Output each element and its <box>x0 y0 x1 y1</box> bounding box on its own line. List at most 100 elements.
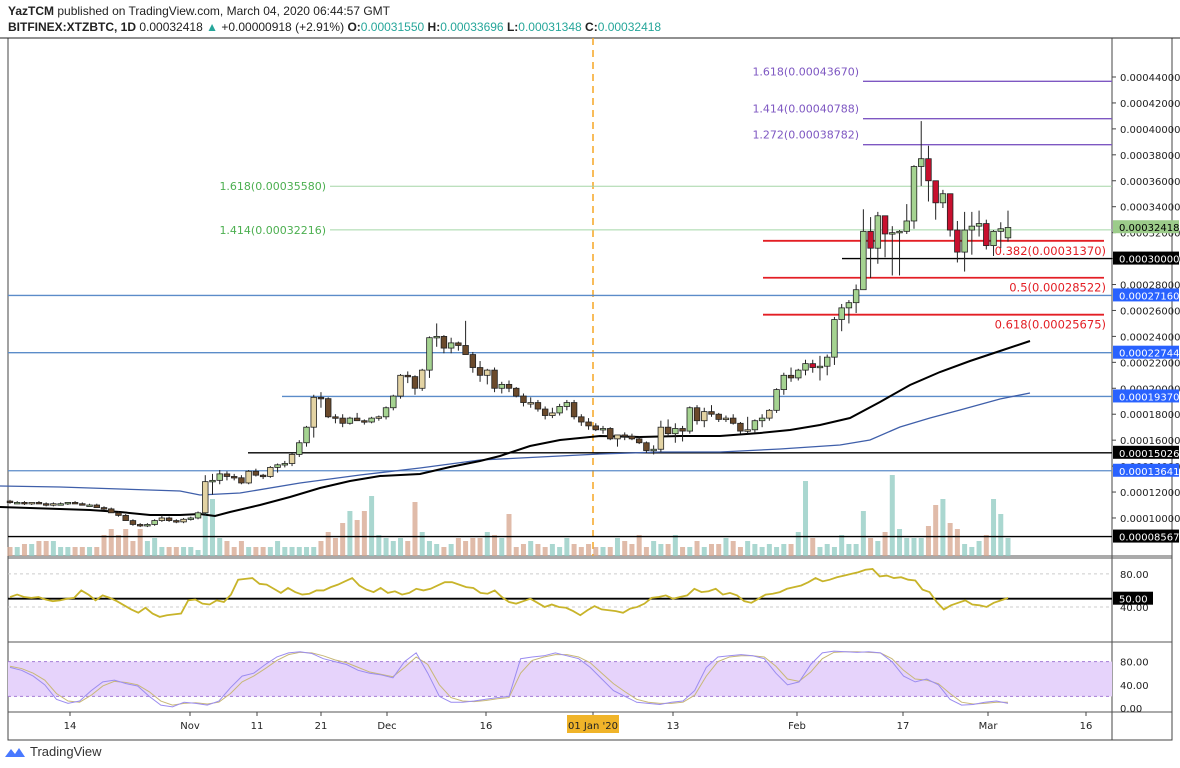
candle <box>614 434 621 440</box>
time-label: 16 <box>1080 721 1093 732</box>
svg-text:0.00012000: 0.00012000 <box>1120 488 1180 499</box>
candle <box>831 319 838 358</box>
svg-text:80.00: 80.00 <box>1120 658 1149 669</box>
symbol-label[interactable]: BITFINEX:XTZBTC, 1D <box>8 20 136 34</box>
price-axis[interactable]: 0.00044000 0.00042000 0.00040000 0.00038000… <box>1112 73 1180 715</box>
symbol-info: BITFINEX:XTZBTC, 1D 0.00032418 ▲ +0.0000… <box>8 20 661 34</box>
candle <box>860 230 867 291</box>
open-label: O: <box>347 20 361 34</box>
candle <box>14 502 21 505</box>
candle <box>462 345 469 355</box>
candle <box>86 504 93 507</box>
candle <box>708 411 715 415</box>
candle <box>809 363 816 368</box>
svg-text:0.00044000: 0.00044000 <box>1120 73 1180 84</box>
candle <box>954 229 961 253</box>
candle <box>961 229 968 253</box>
svg-text:0.00015026: 0.00015026 <box>1119 449 1179 460</box>
candle <box>21 502 28 505</box>
candle <box>758 417 766 422</box>
candle <box>353 417 361 422</box>
candle <box>129 520 137 525</box>
candle <box>209 479 216 483</box>
candle <box>910 166 918 222</box>
candle <box>918 158 925 167</box>
candle <box>122 514 129 521</box>
volume-bars <box>7 475 1011 556</box>
candle <box>238 477 245 484</box>
last-price: 0.00032418 <box>139 20 203 34</box>
candle <box>144 524 151 527</box>
candle <box>766 409 773 419</box>
candle <box>42 503 50 506</box>
svg-text:50.00: 50.00 <box>1119 595 1148 606</box>
svg-text:0.00010000: 0.00010000 <box>1120 514 1180 525</box>
svg-text:0.00034000: 0.00034000 <box>1120 203 1180 214</box>
price-badge <box>1113 463 1179 477</box>
time-axis[interactable]: 14 Nov 11 21 Dec 16 01 Jan '20 13 Feb 17 Mar 16 <box>64 712 1093 733</box>
candle <box>368 417 375 423</box>
price-badge <box>1113 529 1179 543</box>
candle <box>187 517 194 520</box>
candle <box>180 518 187 523</box>
candle <box>411 376 419 389</box>
candle <box>867 230 874 249</box>
svg-text:0.00: 0.00 <box>1120 704 1142 715</box>
price-badge <box>1113 445 1179 459</box>
stoch-rsi-pane <box>8 650 1112 708</box>
candle <box>997 228 1004 232</box>
tradingview-logo[interactable]: TradingView <box>4 744 102 759</box>
candle <box>556 406 563 414</box>
ma-200-line <box>0 392 1031 496</box>
candle <box>79 503 86 506</box>
candle <box>100 507 108 510</box>
candle <box>729 417 737 424</box>
candle <box>701 411 708 422</box>
svg-text:0.00008567: 0.00008567 <box>1119 533 1179 544</box>
svg-text:0.00024000: 0.00024000 <box>1120 332 1180 343</box>
svg-text:0.00040000: 0.00040000 <box>1120 125 1180 136</box>
time-label: 13 <box>667 721 680 732</box>
time-label: 14 <box>64 721 77 732</box>
rsi-pane <box>8 568 1112 618</box>
time-label: 01 Jan '20 <box>568 721 618 732</box>
price-badge <box>1113 251 1179 265</box>
candle <box>650 448 657 452</box>
fib-extension-label: 1.272(0.00038782) <box>752 129 859 142</box>
svg-text:0.00022000: 0.00022000 <box>1120 358 1180 369</box>
price-badge <box>1113 389 1179 403</box>
svg-text:0.00032418: 0.00032418 <box>1119 223 1179 234</box>
fib-extension-label: 1.618(0.00035580) <box>219 180 326 193</box>
candle <box>288 454 296 464</box>
candle <box>744 429 751 432</box>
stoch-k-line <box>9 650 1009 708</box>
candle <box>35 502 43 505</box>
candle <box>657 426 665 450</box>
candle <box>71 502 79 505</box>
candle <box>325 398 332 418</box>
candle <box>158 517 166 521</box>
candle <box>267 466 274 477</box>
svg-text:0.00042000: 0.00042000 <box>1120 99 1180 110</box>
candle <box>990 230 997 247</box>
candle <box>419 369 426 389</box>
candle <box>549 412 556 416</box>
rsi-badge <box>1113 591 1153 605</box>
svg-text:40.00: 40.00 <box>1120 603 1149 614</box>
candle <box>469 354 477 368</box>
time-label: Mar <box>979 721 999 732</box>
chart-frame <box>0 37 1180 741</box>
candle <box>628 435 636 440</box>
candle <box>932 180 939 204</box>
candle <box>498 383 505 389</box>
low-label: L: <box>506 20 519 34</box>
price-badge <box>1113 345 1179 359</box>
candle <box>513 387 520 397</box>
candle <box>28 502 35 505</box>
candle <box>382 407 390 418</box>
candle <box>50 503 57 506</box>
candle <box>845 302 853 309</box>
candle <box>230 476 238 479</box>
candle <box>570 402 578 418</box>
